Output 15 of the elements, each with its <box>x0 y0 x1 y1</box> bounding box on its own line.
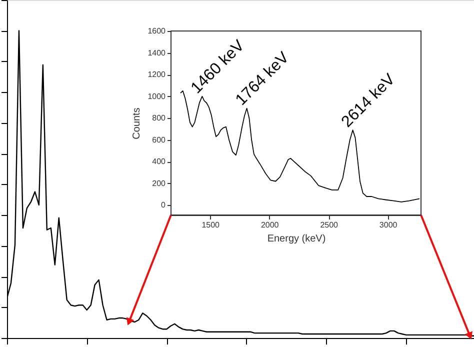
y-tick-label: 200 <box>152 178 166 188</box>
x-axis-title: Energy (keV) <box>267 234 326 244</box>
y-tick-label: 1000 <box>148 92 166 101</box>
x-tick-label: 3000 <box>379 220 398 230</box>
y-tick-label: 800 <box>152 114 166 123</box>
x-tick-label: 1500 <box>202 220 220 230</box>
y-axis-title: Counts <box>132 108 143 140</box>
y-tick-label: 1600 <box>148 26 166 36</box>
y-tick-label: 0 <box>161 200 166 210</box>
x-tick-label: 2000 <box>260 220 280 230</box>
y-tick-label: 600 <box>152 135 166 144</box>
x-tick-label: 2500 <box>320 220 339 230</box>
y-tick-label: 1200 <box>148 70 166 80</box>
y-tick-label: 1400 <box>148 48 166 58</box>
y-tick-label: 400 <box>152 157 166 166</box>
